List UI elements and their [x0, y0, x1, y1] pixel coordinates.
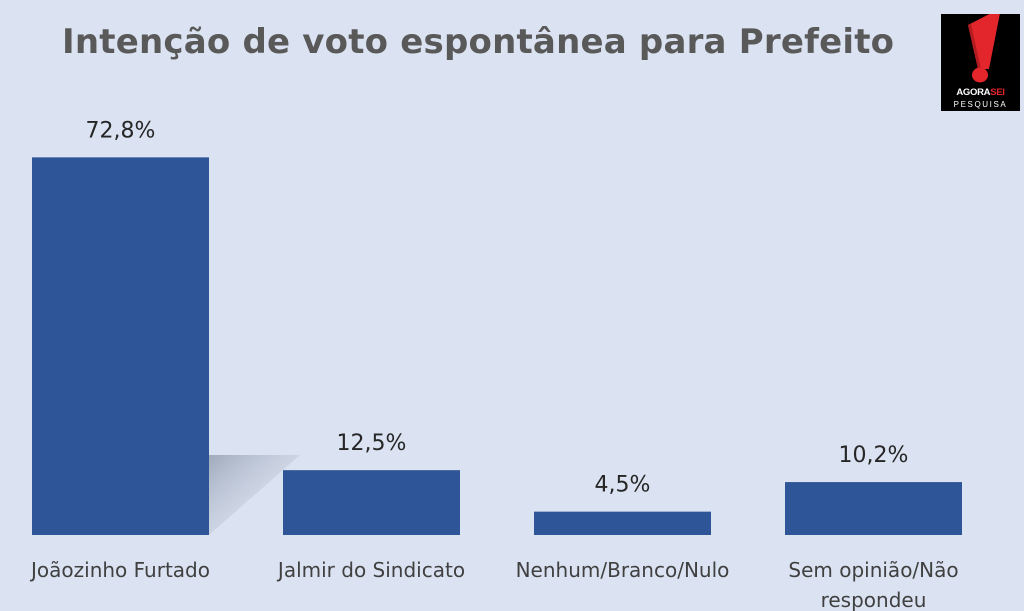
data-label-2: 12,5%	[337, 431, 407, 456]
logo-subtitle: PESQUISA	[953, 100, 1008, 109]
category-label-4: Sem opinião/Não respondeu	[788, 558, 958, 611]
data-label-3: 4,5%	[595, 473, 651, 498]
category-label-2: Jalmir do Sindicato	[276, 558, 465, 582]
logo-brand-accent: SEI	[990, 87, 1005, 98]
bar-3	[534, 511, 711, 535]
agorasei-logo: AGORASEI PESQUISA	[941, 14, 1020, 111]
bar-4	[785, 482, 962, 535]
logo-brand: AGORASEI	[941, 87, 1020, 98]
bar-shadow	[209, 455, 300, 535]
category-label-3: Nenhum/Branco/Nulo	[516, 558, 730, 582]
chart-title: Intenção de voto espontânea para Prefeit…	[62, 22, 895, 62]
data-label-1: 72,8%	[86, 118, 156, 143]
bar-1	[32, 157, 209, 535]
data-label-4: 10,2%	[839, 443, 909, 468]
logo-brand-main: AGORA	[956, 87, 991, 98]
category-label-1: Joãozinho Furtado	[29, 558, 210, 582]
exclamation-logo-icon	[968, 14, 1000, 83]
bar-2	[283, 470, 460, 535]
